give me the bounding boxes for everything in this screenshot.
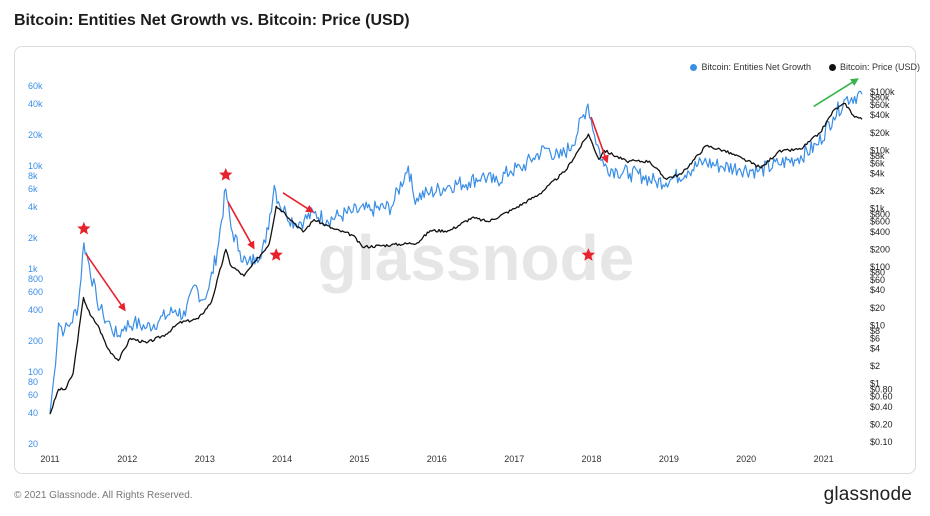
legend-item-growth[interactable]: Bitcoin: Entities Net Growth [690,62,811,72]
y-right-tick-label: $2 [870,361,880,371]
y-right-tick-label: $0.20 [870,419,893,429]
y-left-tick-label: 60k [28,81,43,91]
legend-dot-price [828,63,836,71]
x-tick-label: 2019 [659,454,679,464]
y-right-tick-label: $2k [870,186,885,196]
y-right-tick-label: $60k [870,100,890,110]
y-right-tick-label: $6 [870,333,880,343]
y-right-tick-label: $0.60 [870,392,893,402]
y-right-tick-label: $4 [870,344,880,354]
y-right-tick-label: $8 [870,326,880,336]
y-left-tick-label: 1k [28,264,38,274]
legend-label-price: Bitcoin: Price (USD) [839,62,920,72]
y-left-tick-label: 600 [28,287,43,297]
y-right-tick-label: $40 [870,285,885,295]
down-arrow-annotation [85,253,126,312]
y-left-tick-label: 200 [28,336,43,346]
y-left-tick-label: 400 [28,305,43,315]
y-right-tick-label: $100k [870,87,895,97]
y-right-tick-label: $80 [870,268,885,278]
x-tick-label: 2013 [195,454,215,464]
y-right-tick-label: $100 [870,262,890,272]
x-tick-label: 2020 [736,454,756,464]
y-left-tick-label: 4k [28,202,38,212]
y-right-tick-label: $1k [870,204,885,214]
y-right-tick-label: $60 [870,275,885,285]
x-tick-label: 2012 [117,454,137,464]
y-left-tick-label: 10k [28,161,43,171]
down-arrow-annotation [227,201,255,250]
y-right-tick-label: $10 [870,320,885,330]
y-right-tick-label: $10k [870,145,890,155]
y-right-tick-label: $20 [870,303,885,313]
up-arrow-annotation [813,78,859,108]
y-right-tick-label: $4k [870,169,885,179]
y-left-tick-label: 6k [28,184,38,194]
x-tick-label: 2021 [814,454,834,464]
y-right-tick-label: $200 [870,244,890,254]
y-left-tick-label: 20k [28,130,43,140]
brand-logo: glassnode [823,484,912,505]
series-line-price[interactable] [49,102,863,415]
y-right-tick-label: $0.40 [870,402,893,412]
y-right-tick-label: $1 [870,379,880,389]
y-right-tick-label: $80k [870,93,890,103]
y-left-tick-label: 80 [28,377,38,387]
legend-label-growth: Bitcoin: Entities Net Growth [701,62,811,72]
y-right-tick-label: $8k [870,151,885,161]
y-right-tick-label: $600 [870,217,890,227]
y-left-tick-label: 2k [28,233,38,243]
copyright-text: © 2021 Glassnode. All Rights Reserved. [14,490,193,501]
watermark-text: glassnode [318,222,635,294]
x-tick-label: 2011 [40,454,59,464]
x-tick-label: 2015 [349,454,369,464]
y-left-tick-label: 8k [28,171,38,181]
y-right-tick-label: $800 [870,209,890,219]
x-tick-label: 2018 [582,454,602,464]
y-right-tick-label: $400 [870,227,890,237]
x-tick-label: 2016 [427,454,447,464]
down-arrow-annotation [282,192,314,213]
peak-star-icon [269,248,283,261]
chart-legend: Bitcoin: Entities Net Growth Bitcoin: Pr… [690,62,920,72]
chart-panel [14,46,916,474]
x-tick-label: 2017 [504,454,524,464]
y-right-tick-label: $0.10 [870,437,893,447]
legend-item-price[interactable]: Bitcoin: Price (USD) [828,62,920,72]
y-left-tick-label: 800 [28,274,43,284]
y-left-tick-label: 40k [28,99,43,109]
y-right-tick-label: $40k [870,110,890,120]
x-tick-label: 2014 [272,454,292,464]
peak-star-icon [581,248,595,261]
chart-title: Bitcoin: Entities Net Growth vs. Bitcoin… [14,12,410,29]
legend-dot-growth [690,63,698,71]
y-left-tick-label: 20 [28,439,38,449]
down-arrow-annotation [590,116,609,164]
peak-star-icon [77,221,91,235]
y-right-tick-label: $20k [870,128,890,138]
series-line-entities-net-growth[interactable] [49,90,863,414]
y-left-tick-label: 100 [28,367,43,377]
y-right-tick-label: $0.80 [870,384,893,394]
peak-star-icon [219,168,233,181]
y-right-tick-label: $6k [870,158,885,168]
y-left-tick-label: 40 [28,408,38,418]
y-left-tick-label: 60 [28,390,38,400]
